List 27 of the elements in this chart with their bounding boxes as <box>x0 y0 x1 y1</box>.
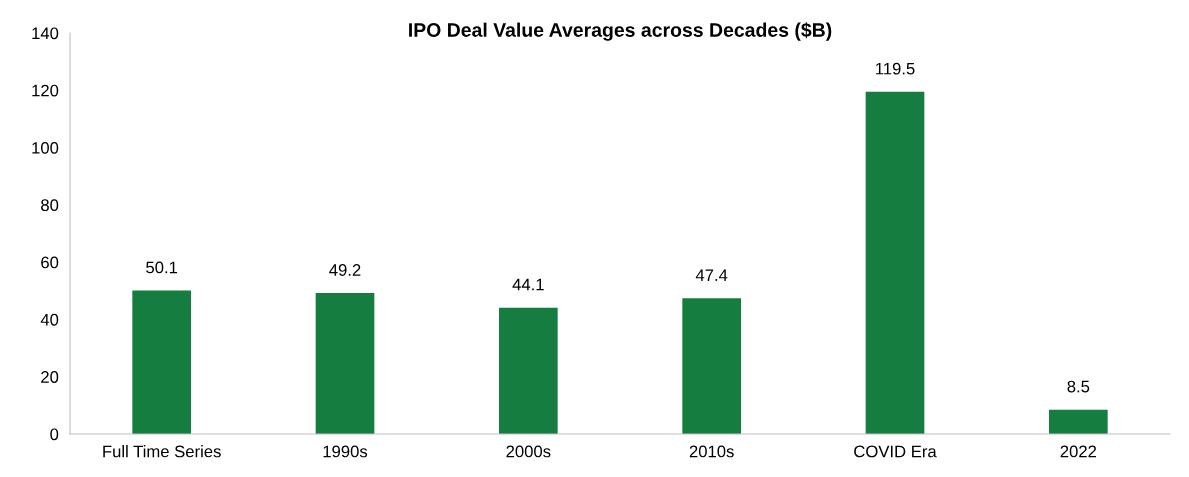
x-tick-label: 2022 <box>1060 445 1097 458</box>
y-tick-label: 80 <box>41 199 59 212</box>
chart-title: IPO Deal Value Averages across Decades ($B) <box>409 22 832 41</box>
y-tick-label: 60 <box>41 256 59 269</box>
y-tick-label: 20 <box>41 371 59 383</box>
x-tick-label: 2010s <box>689 445 734 458</box>
bar <box>132 290 191 434</box>
data-label: 8.5 <box>1067 380 1090 393</box>
x-tick-label: Full Time Series <box>103 445 221 458</box>
y-tick-label: 120 <box>32 84 59 97</box>
data-label: 119.5 <box>876 62 915 75</box>
x-tick-label: COVID Era <box>854 445 937 458</box>
bar <box>682 298 741 434</box>
data-label: 47.4 <box>695 269 728 281</box>
data-label: 44.1 <box>512 278 544 291</box>
bar <box>315 293 375 434</box>
y-tick-label: 140 <box>32 27 59 40</box>
bar <box>865 91 925 434</box>
y-tick-label: 0 <box>50 428 59 441</box>
bar <box>1049 409 1108 434</box>
x-tick-label: 2000s <box>506 445 551 458</box>
data-label: 49.2 <box>329 264 361 276</box>
y-tick-label: 40 <box>40 313 59 326</box>
bar <box>499 307 558 434</box>
data-label: 50.1 <box>146 261 178 274</box>
x-tick-label: 1990s <box>323 445 368 458</box>
y-tick-label: 100 <box>32 141 59 154</box>
